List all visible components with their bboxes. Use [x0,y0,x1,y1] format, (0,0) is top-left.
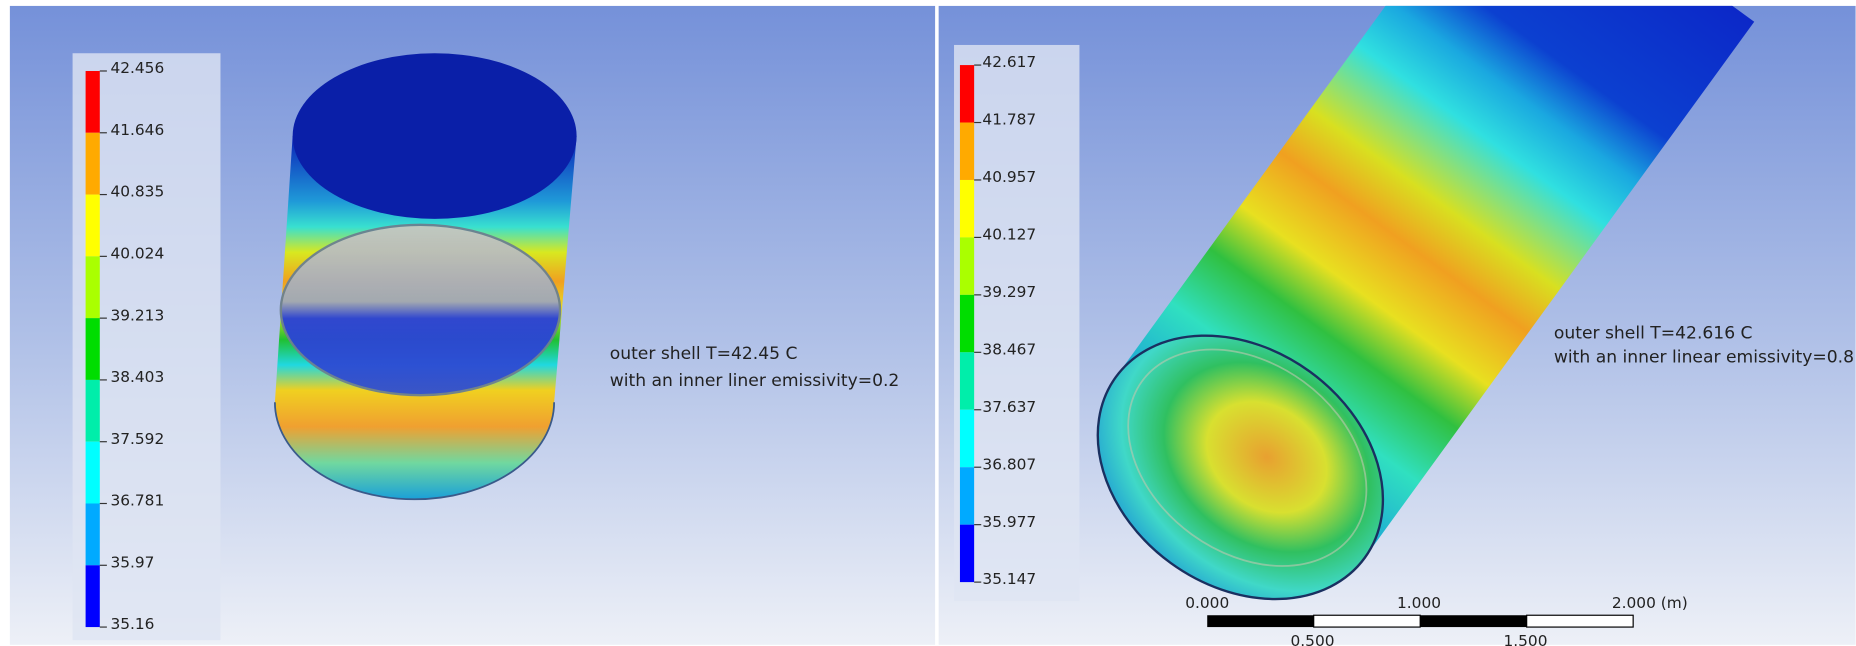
annotation: with an inner liner emissivity=0.2 [610,371,900,391]
legend-label: 41.646 [110,121,164,139]
legend-swatch [960,295,974,352]
legend-label: 35.977 [982,513,1036,531]
legend-label: 36.781 [110,492,164,510]
legend-label: 42.456 [110,59,164,77]
legend-label: 40.957 [982,168,1036,186]
legend-swatch [86,318,100,380]
legend-swatch [86,442,100,504]
legend-swatch [86,380,100,442]
legend-label: 40.127 [982,226,1036,244]
annotation: outer shell T=42.45 C [610,344,798,364]
legend-swatch [960,352,974,409]
legend-swatch [86,71,100,133]
legend-swatch [960,467,974,524]
legend-swatch [960,410,974,467]
scale-label: 0.500 [1291,632,1335,646]
screenshot: outer shell T=42.45 C with an inner line… [0,0,1856,646]
legend-label: 41.787 [982,111,1036,129]
legend-label: 42.617 [982,53,1036,71]
scale-label: 2.000 (m) [1612,594,1688,612]
legend-swatch [86,133,100,195]
scale-label: 1.500 [1503,632,1547,646]
legend-label: 35.16 [110,615,154,633]
legend-label: 39.297 [982,283,1036,301]
legend-label: 38.467 [982,340,1036,358]
annotation: outer shell T=42.616 C [1554,324,1753,344]
legend-label: 35.97 [110,553,154,571]
scale-bar [1207,615,1633,627]
legend-swatch [960,237,974,294]
legend-swatch [86,195,100,257]
legend-swatch [960,180,974,237]
cylinder-left [275,53,577,499]
legend-swatch [86,256,100,318]
page: {"panels": [ {"legend": {"labels": ["42.… [0,0,1856,646]
legend-label: 36.807 [982,455,1036,473]
scale-label: 1.000 [1397,594,1441,612]
scale-label: 0.000 [1185,594,1229,612]
legend-label: 35.147 [982,570,1036,588]
legend-swatch [86,565,100,627]
legend-label: 38.403 [110,368,164,386]
legend-label: 40.835 [110,183,164,201]
legend-swatch [960,525,974,582]
legend-swatch [86,503,100,565]
legend-swatch [960,65,974,122]
legend-swatch [960,123,974,180]
legend-label: 40.024 [110,244,164,262]
legend-label: 39.213 [110,306,164,324]
legend-label: 37.637 [982,398,1036,416]
legend-label: 37.592 [110,430,164,448]
annotation: with an inner linear emissivity=0.8 [1554,347,1854,367]
